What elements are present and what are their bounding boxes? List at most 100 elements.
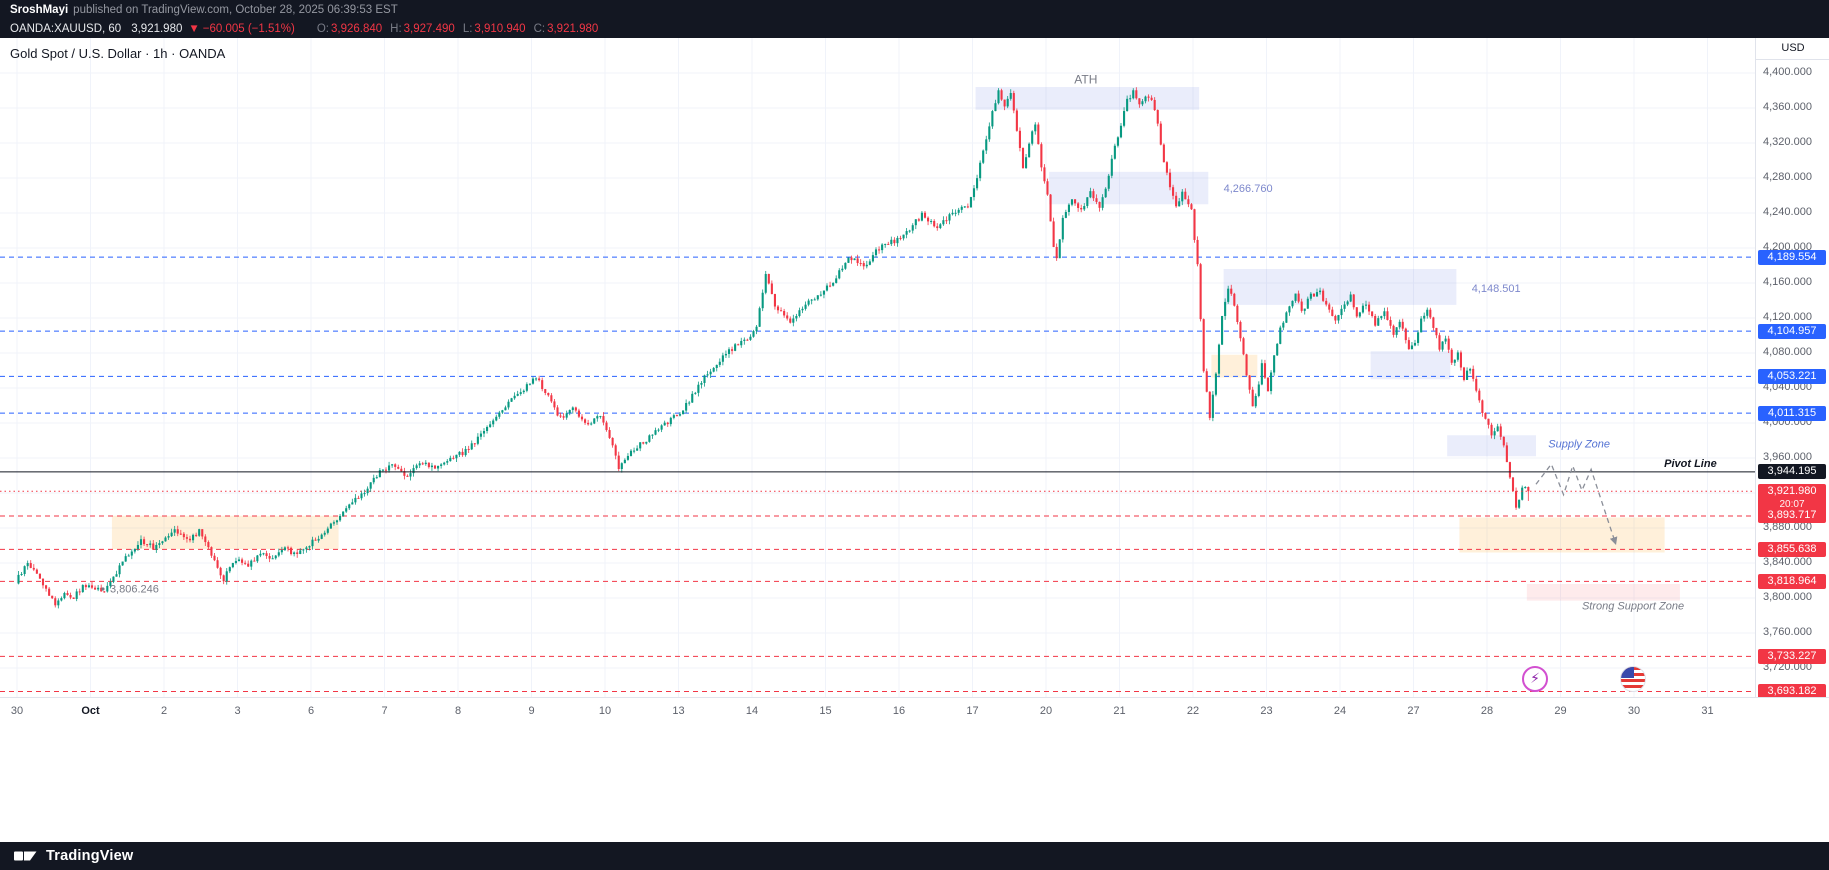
annotation-strong-support-zone: Strong Support Zone [1582, 600, 1684, 612]
tradingview-logo-icon[interactable] [14, 848, 37, 864]
time-tick: 8 [454, 705, 462, 717]
time-tick: 15 [819, 705, 832, 717]
time-tick: 28 [1480, 705, 1494, 717]
time-tick: 16 [892, 705, 906, 717]
support-3693-badge: 3,693.182 [1758, 683, 1826, 699]
support-3855-badge: 3,855.638 [1758, 541, 1826, 557]
time-tick: 30 [10, 705, 24, 717]
price-axis[interactable]: USD 4,400.000 4,360.000 4,320.000 4,280.000… [1755, 38, 1829, 699]
price-tick: 4,400.000 [1763, 66, 1812, 78]
time-tick: 2 [160, 705, 168, 717]
open-label: O: [316, 22, 329, 35]
chart-title: Gold Spot / U.S. Dollar · 1h · OANDA [10, 46, 226, 61]
demand-zone-4060-right[interactable] [1370, 351, 1451, 380]
annotation-4-148-501: 4,148.501 [1472, 283, 1521, 295]
close-value: 3,921.980 [547, 22, 599, 35]
time-tick: 17 [966, 705, 979, 717]
time-tick: 31 [1701, 705, 1714, 717]
chart-area[interactable]: ATH 4,266.760 4,148.501 Supply Zone Strong S… [0, 38, 1829, 842]
last-price: 3,921.980 [131, 22, 183, 35]
time-tick: 13 [672, 705, 685, 717]
time-tick: 20 [1039, 705, 1053, 717]
us-flag-emoji-icon[interactable] [1620, 666, 1646, 692]
annotation-4-266-760: 4,266.760 [1224, 183, 1273, 195]
support-zone-early[interactable] [111, 515, 339, 549]
publish-bar: SroshMayi published on TradingView.com, … [0, 0, 1829, 19]
time-tick: 30 [1627, 705, 1641, 717]
price-tick: 4,320.000 [1763, 136, 1812, 148]
price-tick: 3,840.000 [1763, 556, 1812, 568]
price-change-arrow-icon: ▼ [188, 22, 200, 35]
support-zone-target[interactable] [1459, 517, 1665, 553]
projection-path[interactable] [1535, 462, 1618, 545]
price-tick: 4,080.000 [1763, 346, 1812, 358]
price-tick: 4,040.000 [1763, 381, 1812, 393]
time-tick: 3 [234, 705, 241, 717]
axis-currency-label: USD [1756, 38, 1829, 60]
time-tick: 9 [528, 705, 535, 717]
gridlines [0, 38, 1755, 697]
time-axis[interactable]: 30 Oct 2 3 6 7 8 9 10 13 14 15 16 17 20 21 22 23 24 27 28 29 3… [0, 697, 1829, 724]
time-tick: 24 [1333, 705, 1347, 717]
low-marker-dot [101, 587, 105, 591]
support-3733-badge: 3,733.227 [1758, 648, 1826, 664]
resistance-4011-badge: 4,011.315 [1758, 405, 1826, 421]
symbol-bar: OANDA:XAUUSD, 60 3,921.980 ▼ −60.005 (−1… [0, 19, 1829, 38]
time-tick: 14 [745, 705, 759, 717]
price-change: −60.005 (−1.51%) [202, 22, 295, 35]
price-tick: 4,120.000 [1763, 311, 1812, 323]
open-value: 3,926.840 [330, 22, 383, 35]
resistance-4189-badge: 4,189.554 [1758, 249, 1826, 265]
price-tick: 4,160.000 [1763, 276, 1812, 288]
price-tick: 3,720.000 [1763, 661, 1812, 673]
time-tick: 27 [1407, 705, 1420, 717]
brand-name[interactable]: TradingView [46, 848, 134, 864]
price-tick: 4,280.000 [1763, 171, 1812, 183]
level-lines [0, 256, 1755, 692]
price-tick: 4,240.000 [1763, 206, 1812, 218]
low-marker-label: 3,806.246 [110, 584, 159, 596]
resistance-4053-badge: 4,053.221 [1758, 368, 1826, 384]
high-label: H: [390, 22, 402, 35]
time-tick: 6 [307, 705, 315, 717]
price-tick: 3,760.000 [1763, 626, 1812, 638]
time-tick: 21 [1113, 705, 1126, 717]
price-tick: 3,960.000 [1763, 451, 1812, 463]
bar-countdown: 20:07 [1779, 498, 1805, 510]
annotation-ath: ATH [1074, 73, 1097, 87]
candlesticks[interactable] [17, 87, 1530, 609]
ath-supply-zone[interactable] [975, 87, 1200, 110]
flag-blue-corner [1621, 667, 1634, 678]
resistance-zone-4148[interactable] [1223, 269, 1457, 305]
time-tick: 22 [1186, 705, 1200, 717]
pivot-line-badge: 3,944.195 [1758, 464, 1826, 480]
close-label: C: [533, 22, 546, 35]
supply-zone[interactable] [1447, 435, 1536, 457]
zones [111, 87, 1680, 601]
current-price-badge: 3,921.980 20:07 [1758, 483, 1826, 512]
support-3893-badge: 3,893.717 [1758, 508, 1826, 524]
support-3818-badge: 3,818.964 [1758, 573, 1826, 589]
price-tick: 3,880.000 [1763, 521, 1812, 533]
low-value: 3,910.940 [474, 22, 526, 35]
strong-support-zone[interactable] [1526, 584, 1680, 601]
overlay-level-lines [0, 471, 1755, 492]
publish-info: published on TradingView.com, October 28… [73, 3, 398, 16]
author-name: SroshMayi [10, 3, 69, 16]
lightning-emoji-icon[interactable]: ⚡ [1522, 666, 1548, 692]
time-tick: Oct [81, 705, 100, 717]
annotation-supply-zone: Supply Zone [1548, 439, 1610, 451]
symbol-name: OANDA:XAUUSD, 60 [10, 22, 122, 35]
annotation-pivot-line: Pivot Line [1664, 458, 1717, 470]
time-tick: 7 [381, 705, 388, 717]
high-value: 3,927.490 [403, 22, 455, 35]
price-tick: 3,800.000 [1763, 591, 1812, 603]
time-tick: 23 [1260, 705, 1273, 717]
time-tick: 10 [598, 705, 612, 717]
footer-bar: TradingView [0, 842, 1829, 870]
resistance-4104-badge: 4,104.957 [1758, 323, 1826, 339]
price-chart-canvas[interactable]: ATH 4,266.760 4,148.501 Supply Zone Strong S… [0, 38, 1755, 699]
low-label: L: [462, 22, 473, 35]
price-tick: 4,360.000 [1763, 101, 1812, 113]
